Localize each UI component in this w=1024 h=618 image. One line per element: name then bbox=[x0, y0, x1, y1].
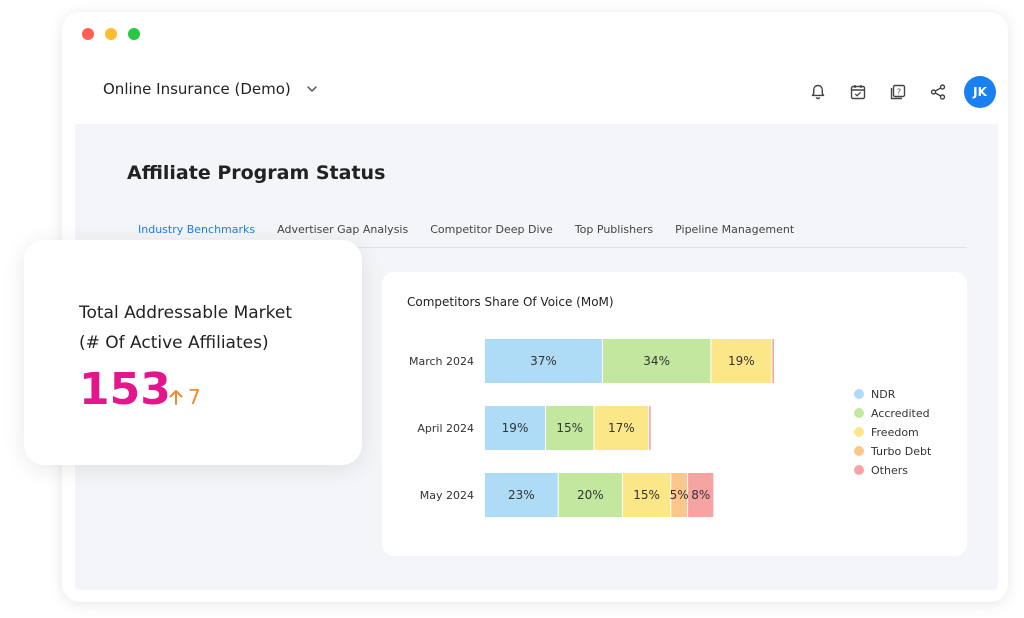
svg-text:?: ? bbox=[897, 87, 901, 96]
tab-bar: Industry Benchmarks Advertiser Gap Analy… bbox=[127, 218, 967, 248]
tam-value: 153 bbox=[79, 364, 171, 415]
tam-title: Total Addressable Market (# Of Active Af… bbox=[79, 298, 292, 358]
tam-title-line2: (# Of Active Affiliates) bbox=[79, 333, 269, 353]
share-of-voice-card: Competitors Share Of Voice (MoM) March 2… bbox=[382, 272, 967, 556]
legend-swatch-accredited bbox=[854, 408, 864, 418]
tab-pipeline-management[interactable]: Pipeline Management bbox=[675, 223, 795, 236]
workspace-title: Online Insurance (Demo) bbox=[103, 80, 291, 98]
share-icon[interactable] bbox=[918, 72, 958, 112]
workspace-selector[interactable]: Online Insurance (Demo) bbox=[103, 80, 319, 98]
category-label-march-2024: March 2024 bbox=[409, 355, 474, 368]
data-label-accredited-april-2024: 15% bbox=[556, 421, 583, 435]
bell-icon[interactable] bbox=[798, 72, 838, 112]
data-label-ndr-may-2024: 23% bbox=[508, 488, 535, 502]
close-window-dot[interactable] bbox=[82, 28, 94, 40]
user-avatar[interactable]: JK bbox=[964, 76, 996, 108]
legend-swatch-freedom bbox=[854, 427, 864, 437]
data-label-freedom-march-2024: 19% bbox=[728, 354, 755, 368]
bar-segment-freedom-may-2024[interactable] bbox=[622, 473, 671, 517]
bar-segment-accredited-april-2024[interactable] bbox=[546, 406, 594, 450]
page-title: Affiliate Program Status bbox=[127, 162, 386, 184]
arrow-up-icon bbox=[169, 390, 183, 405]
bar-segment-freedom-march-2024[interactable] bbox=[711, 339, 772, 383]
bar-segment-ndr-march-2024[interactable] bbox=[485, 339, 602, 383]
maximize-window-dot[interactable] bbox=[128, 28, 140, 40]
legend-swatch-ndr bbox=[854, 389, 864, 399]
legend-label-turbo-debt[interactable]: Turbo Debt bbox=[870, 445, 932, 458]
data-label-accredited-march-2024: 34% bbox=[643, 354, 670, 368]
help-icon[interactable]: ? bbox=[878, 72, 918, 112]
bar-segment-accredited-may-2024[interactable] bbox=[558, 473, 622, 517]
tam-change: 7 bbox=[168, 385, 201, 409]
bar-segment-others-may-2024[interactable] bbox=[688, 473, 714, 517]
legend-label-accredited[interactable]: Accredited bbox=[871, 407, 930, 420]
window-controls bbox=[82, 28, 140, 40]
chart-title: Competitors Share Of Voice (MoM) bbox=[407, 295, 614, 309]
bar-segment-ndr-may-2024[interactable] bbox=[485, 473, 558, 517]
share-of-voice-chart: March 2024 37% 34% 19% April 2024 19% 15% 17% Ma… bbox=[409, 339, 932, 517]
bar-segment-turbo-debt-may-2024[interactable] bbox=[671, 473, 688, 517]
data-label-freedom-april-2024: 17% bbox=[608, 421, 635, 435]
tam-title-line1: Total Addressable Market bbox=[79, 303, 293, 323]
bar-segment-freedom-april-2024[interactable] bbox=[594, 406, 649, 450]
legend-label-others[interactable]: Others bbox=[871, 464, 908, 477]
legend-swatch-others bbox=[854, 465, 864, 475]
total-addressable-market-card: Total Addressable Market (# Of Active Af… bbox=[24, 240, 362, 465]
tab-competitor-deep-dive[interactable]: Competitor Deep Dive bbox=[430, 223, 553, 236]
category-label-may-2024: May 2024 bbox=[420, 489, 474, 502]
data-label-ndr-march-2024: 37% bbox=[530, 354, 557, 368]
bar-segment-ndr-april-2024[interactable] bbox=[485, 406, 546, 450]
legend-swatch-turbo-debt bbox=[854, 446, 864, 456]
data-label-accredited-may-2024: 20% bbox=[577, 488, 604, 502]
data-label-freedom-may-2024: 15% bbox=[633, 488, 660, 502]
data-label-others-may-2024: 8% bbox=[691, 488, 710, 502]
toolbar-icons: ? JK bbox=[798, 72, 998, 112]
bar-segment-others-april-2024[interactable] bbox=[649, 406, 651, 450]
calendar-icon[interactable] bbox=[838, 72, 878, 112]
minimize-window-dot[interactable] bbox=[105, 28, 117, 40]
tab-advertiser-gap-analysis[interactable]: Advertiser Gap Analysis bbox=[277, 223, 409, 236]
bar-segment-others-march-2024[interactable] bbox=[772, 339, 774, 383]
category-label-april-2024: April 2024 bbox=[417, 422, 474, 435]
tab-top-publishers[interactable]: Top Publishers bbox=[574, 223, 654, 236]
legend-label-ndr[interactable]: NDR bbox=[871, 388, 896, 401]
bar-segment-accredited-march-2024[interactable] bbox=[602, 339, 711, 383]
data-label-ndr-april-2024: 19% bbox=[502, 421, 529, 435]
chevron-down-icon bbox=[307, 86, 317, 93]
data-label-turbo-debt-may-2024: 5% bbox=[670, 488, 689, 502]
top-bar: Online Insurance (Demo) ? JK bbox=[75, 60, 998, 124]
legend-label-freedom[interactable]: Freedom bbox=[871, 426, 919, 439]
tam-change-value: 7 bbox=[188, 385, 201, 409]
